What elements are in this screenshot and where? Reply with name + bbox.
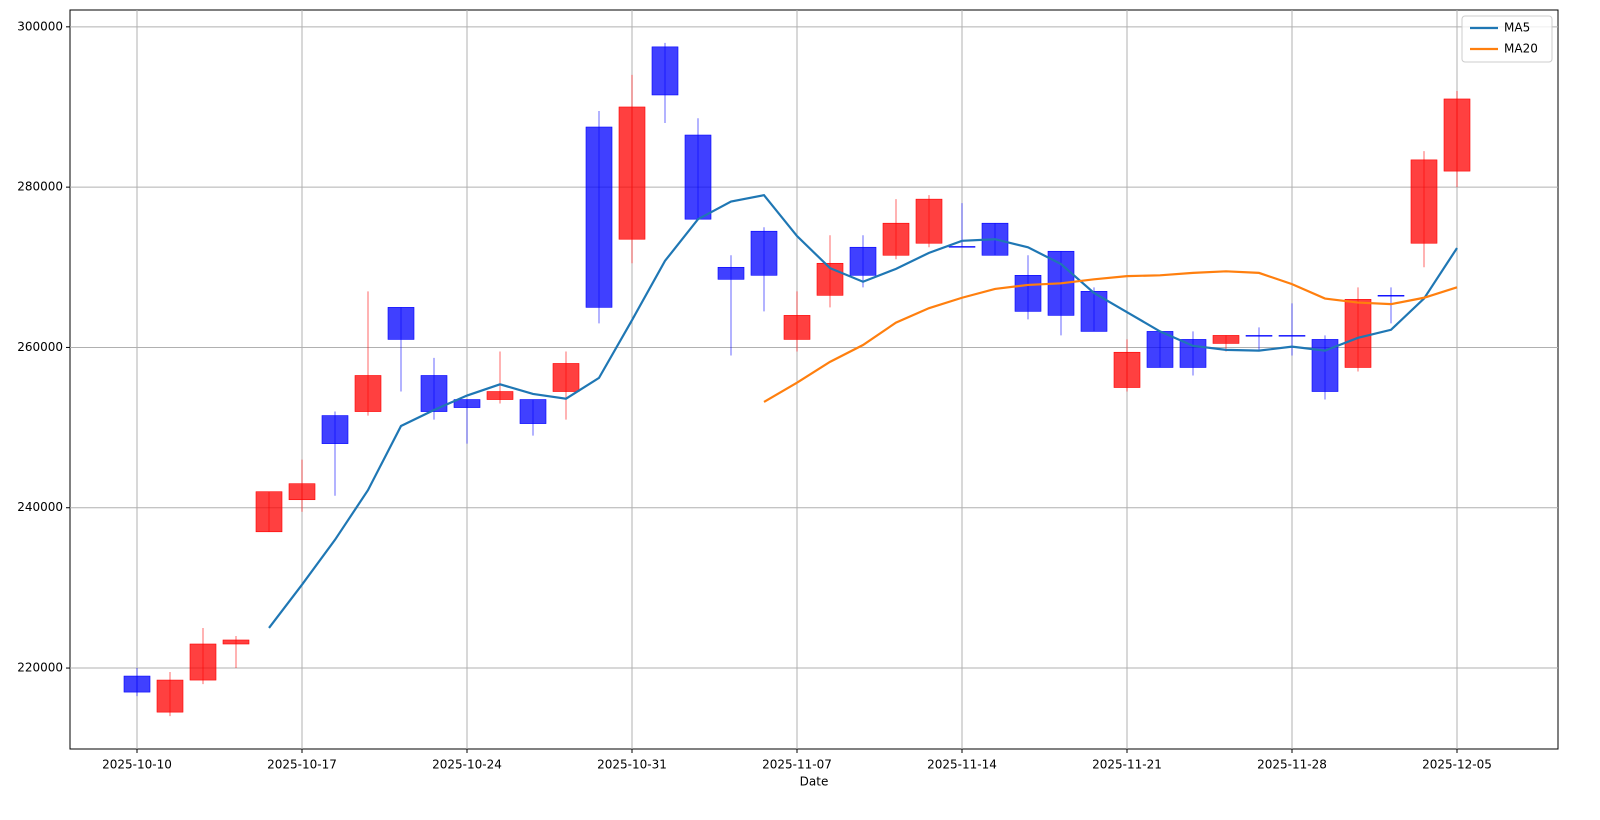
- legend-label: MA5: [1504, 21, 1530, 35]
- candle-body: [453, 399, 481, 408]
- candle-body: [1377, 295, 1405, 297]
- candle-body: [189, 643, 217, 681]
- y-tick-label: 240000: [17, 500, 63, 514]
- y-tick-label: 260000: [17, 340, 63, 354]
- candle-body: [948, 246, 976, 248]
- x-tick-label: 2025-11-28: [1257, 758, 1327, 772]
- candle-body: [288, 483, 316, 501]
- candle-body: [1344, 299, 1372, 368]
- candle-body: [1278, 335, 1306, 337]
- x-tick-label: 2025-10-17: [267, 758, 337, 772]
- ma-line: [763, 270, 1458, 403]
- x-axis-label: Date: [800, 775, 829, 789]
- candle-body: [750, 230, 778, 276]
- candle-body: [1212, 335, 1240, 344]
- candle-body: [354, 375, 382, 412]
- x-tick-label: 2025-11-07: [762, 758, 832, 772]
- candle-body: [222, 639, 250, 645]
- candle-body: [915, 198, 943, 244]
- x-tick-label: 2025-10-24: [432, 758, 502, 772]
- legend: MA5 MA20: [1461, 15, 1553, 63]
- plot-frame: [69, 9, 1559, 750]
- y-tick-label: 220000: [17, 661, 63, 675]
- candle-body: [1245, 335, 1273, 337]
- candle-body: [321, 415, 349, 444]
- candle-body: [849, 246, 877, 276]
- candle-body: [1410, 159, 1438, 244]
- candle-body: [651, 46, 679, 96]
- y-tick-label: 300000: [17, 19, 63, 33]
- legend-label: MA20: [1504, 42, 1538, 56]
- candle-body: [783, 315, 811, 340]
- candle-body: [1146, 331, 1174, 368]
- candle-body: [1443, 98, 1471, 172]
- candle-body: [486, 391, 514, 400]
- candle-body: [552, 363, 580, 392]
- candle-body: [519, 399, 547, 424]
- x-tick-label: 2025-12-05: [1422, 758, 1492, 772]
- ma-line: [268, 193, 1458, 629]
- x-tick-label: 2025-11-14: [927, 758, 997, 772]
- candle-body: [387, 307, 415, 340]
- candle-body: [1179, 339, 1207, 368]
- y-tick-label: 280000: [17, 180, 63, 194]
- candle-body: [1113, 351, 1141, 388]
- candle-body: [156, 679, 184, 713]
- x-tick-label: 2025-11-21: [1092, 758, 1162, 772]
- candle-body: [585, 126, 613, 308]
- candle-body: [882, 222, 910, 256]
- candle-body: [123, 675, 151, 693]
- candle-body: [684, 134, 712, 220]
- candle-body: [717, 266, 745, 280]
- x-tick-label: 2025-10-31: [597, 758, 667, 772]
- candle-body: [1014, 275, 1042, 312]
- candle-body: [618, 106, 646, 240]
- candle-body: [255, 491, 283, 533]
- x-tick-label: 2025-10-10: [102, 758, 172, 772]
